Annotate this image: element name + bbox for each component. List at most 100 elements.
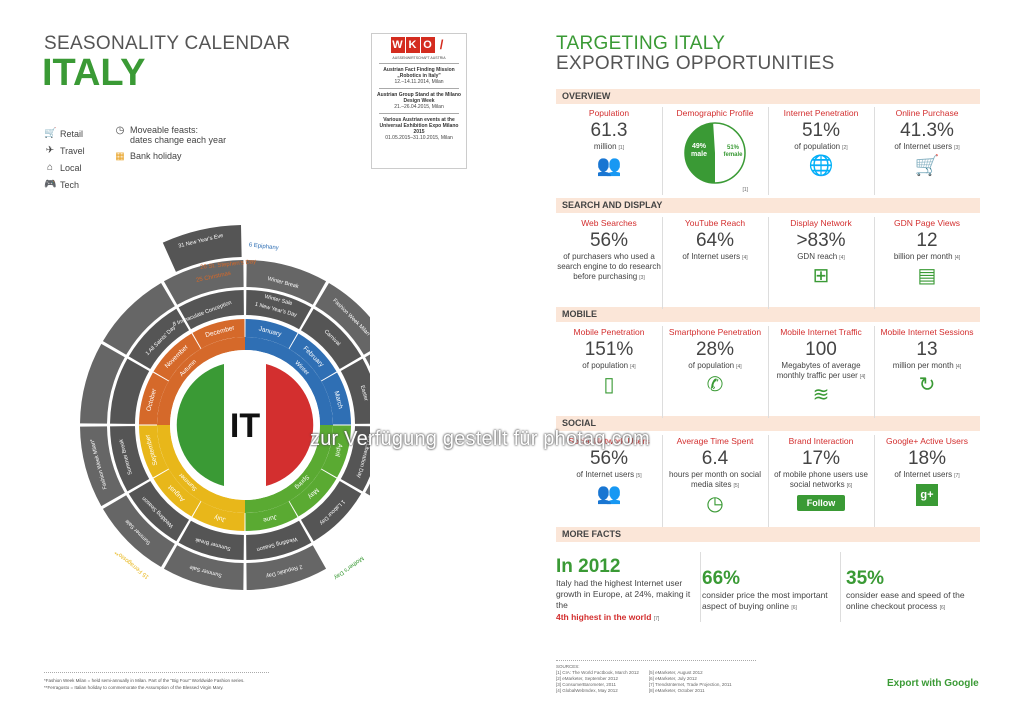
- stat-sub-text: Megabytes of average monthly traffic per…: [776, 361, 861, 380]
- mobile-stat-sub: of population [4]: [556, 361, 662, 372]
- legend-tech: 🎮 Tech: [44, 176, 85, 193]
- stat-sub-text: of mobile phone users use social network…: [774, 470, 868, 489]
- fact-66-text: consider price the most important aspect…: [702, 590, 832, 614]
- flag-green: [176, 364, 224, 486]
- fact-66-big: 66%: [702, 568, 741, 589]
- month-segment: [139, 372, 169, 425]
- follow-button[interactable]: Follow: [796, 495, 846, 511]
- fact-2012-text: Italy had the highest Internet user grow…: [556, 578, 696, 611]
- legend-secondary: ◷ Moveable feasts: dates change each year …: [114, 125, 226, 162]
- section-overview: OVERVIEW: [556, 89, 980, 104]
- event-ring-outer: [80, 343, 125, 424]
- mobile-stat-value: 100: [805, 339, 837, 360]
- wko-events-box: W K O / AUSSENWIRTSCHAFT AUSTRIA Austria…: [371, 33, 467, 169]
- season-segment: [245, 337, 333, 425]
- sources-title: SOURCES:: [556, 664, 580, 669]
- wko-event2-title: Austrian Group Stand at the Milano Desig…: [377, 92, 461, 104]
- source-item: [4] GlobalWebIndex, May 2012: [556, 688, 618, 693]
- event-label: Easter: [359, 385, 369, 402]
- event-ring-inner: [178, 290, 244, 330]
- stat-ref: [3]: [639, 275, 645, 281]
- mobile-stat-0: Mobile Penetration 151% of population [4] ▯: [556, 323, 662, 396]
- mobile-stat-title: Mobile Penetration: [573, 327, 645, 337]
- legend-travel-label: Travel: [60, 145, 85, 156]
- phone-icon: ▯: [603, 374, 615, 396]
- event-ring-inner: [246, 290, 312, 330]
- social-stat-value: 18%: [907, 448, 947, 469]
- search-stat-value: 12: [916, 230, 938, 251]
- search-stat-1: YouTube Reach 64% of Internet users [4]: [662, 214, 768, 263]
- fact-35-big: 35%: [846, 568, 885, 589]
- section-more-facts: MORE FACTS: [556, 527, 980, 542]
- event-ring-inner: [178, 520, 244, 560]
- social-stat-sub: of Internet users [5]: [556, 470, 662, 481]
- column-divider: [662, 217, 663, 309]
- watermark: zur Verfügung gestellt für photaq.com: [310, 428, 650, 450]
- globe-cursor-icon: 🌐: [808, 155, 834, 177]
- social-stat-title: Brand Interaction: [788, 436, 854, 446]
- smartphone-icon: ✆: [706, 374, 724, 396]
- month-segment: [289, 469, 337, 517]
- wko-logo-k: K: [405, 37, 420, 53]
- social-stat-sub: hours per month on social media sites [5]: [662, 470, 768, 491]
- section-search: SEARCH AND DISPLAY: [556, 198, 980, 213]
- overview-stat-sub: million [1]: [556, 142, 662, 153]
- fact-2012: In 2012 Italy had the highest Internet u…: [556, 556, 696, 625]
- month-segment: [245, 319, 298, 349]
- people-network-icon: 👥: [596, 483, 622, 505]
- legend-moveable-sub: dates change each year: [130, 135, 227, 145]
- event-ring-outer: [365, 354, 370, 367]
- search-stat-0: Web Searches 56% of purchasers who used a …: [556, 214, 662, 283]
- stat-ref: [1]: [618, 145, 625, 151]
- fact-35-text: consider ease and speed of the online ch…: [846, 590, 980, 614]
- source-item: [5] eMarketer, August 2012: [648, 670, 703, 675]
- stat-sub-text: GDN reach: [797, 252, 838, 261]
- legend-bank-label: Bank holiday: [130, 151, 182, 161]
- stat-sub-text: of population: [794, 142, 841, 151]
- fact-66-ref: [6]: [791, 605, 797, 611]
- column-divider: [768, 326, 769, 418]
- gplus-icon: g+: [916, 484, 938, 506]
- demographic-pie: 49% male 51% female: [683, 121, 747, 185]
- stat-sub-text: of population: [582, 361, 629, 370]
- fact-2012-ref: [7]: [653, 616, 660, 622]
- column-divider: [874, 435, 875, 527]
- legend: 🛒 Retail ✈ Travel ⌂ Local 🎮 Tech: [44, 125, 85, 193]
- stat-ref: [4]: [630, 364, 636, 370]
- mobile-stat-2: Mobile Internet Traffic 100 Megabytes of a…: [768, 323, 874, 406]
- footnote-ferragosto: **Ferragosto = Italian holiday to commem…: [44, 685, 224, 690]
- exporting-title: EXPORTING OPPORTUNITIES: [556, 53, 835, 74]
- month-segment: [321, 425, 351, 478]
- search-stat-value: 64%: [695, 230, 735, 251]
- network-icon: ⊞: [812, 265, 830, 287]
- stat-ref: [4]: [955, 364, 962, 370]
- month-segment: [321, 372, 351, 425]
- sources: SOURCES: [1] CIA: The World Factbook, Ma…: [556, 660, 756, 694]
- event-ring-inner: [110, 426, 150, 492]
- source-item: [8] eMarketer, October 2011: [648, 688, 705, 693]
- social-stat-3: Google+ Active Users 18% of Internet users…: [874, 432, 980, 506]
- overview-stat-2: Internet Penetration 51% of population [2] 🌐: [768, 104, 874, 177]
- season-segment: [157, 337, 245, 425]
- legend-retail-label: Retail: [60, 128, 84, 139]
- fact-2012-big: In 2012: [556, 556, 621, 577]
- legend-moveable-label: Moveable feasts:: [130, 125, 199, 135]
- country-title: ITALY: [42, 52, 146, 94]
- event-ring-inner: [340, 426, 370, 492]
- clock-icon: ◷: [706, 493, 724, 515]
- seasonality-title: SEASONALITY CALENDAR: [44, 33, 291, 54]
- gamepad-icon: 🎮: [44, 179, 57, 190]
- mobile-stat-value: 28%: [695, 339, 735, 360]
- month-segment: [153, 333, 201, 381]
- overview-stat-sub: of population [2]: [768, 142, 874, 153]
- calendar-icon: ▦: [115, 151, 125, 162]
- stats-grid: Population 61.3 million [1] 👥 Demographic Pro…: [556, 0, 980, 724]
- social-stat-2: Brand Interaction 17% of mobile phone user…: [768, 432, 874, 511]
- fact-2012-hl-text: 4th highest in the world: [556, 612, 652, 622]
- source-item: [6] eMarketer, July 2012: [648, 676, 697, 681]
- wko-logo-o: O: [420, 37, 435, 53]
- event-ring-outer: [246, 545, 327, 590]
- legend-local: ⌂ Local: [44, 159, 85, 176]
- wko-event3-title: Various Austrian events at the Universal…: [379, 117, 459, 135]
